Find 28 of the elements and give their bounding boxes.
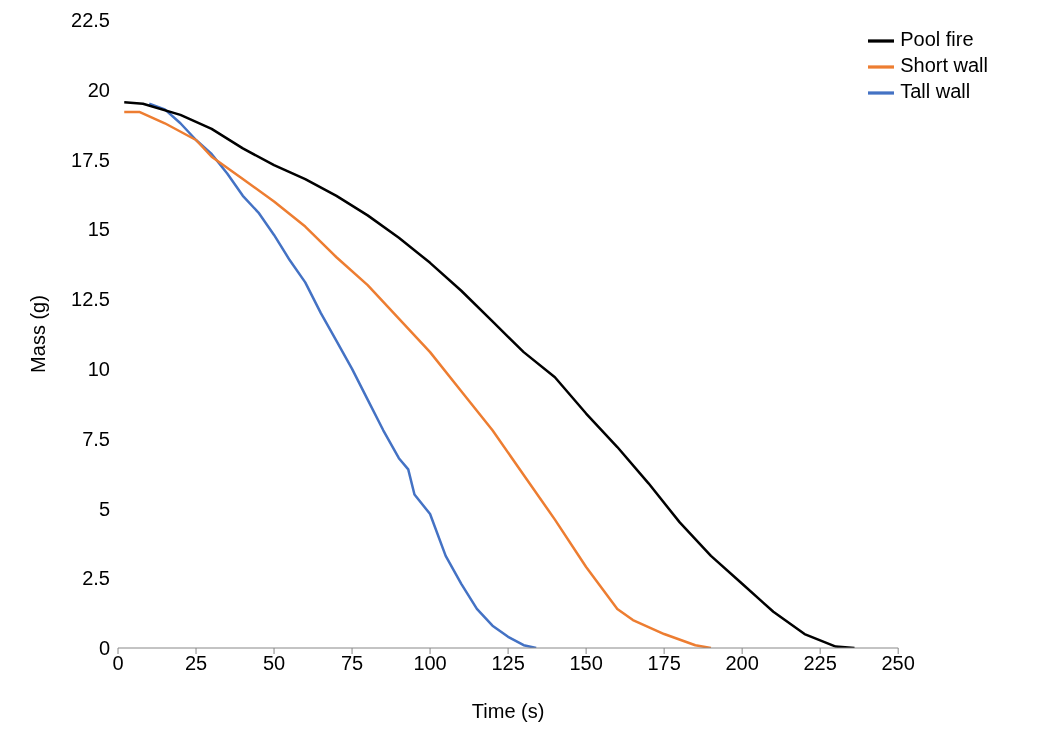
y-tick-label: 20 bbox=[87, 78, 110, 101]
y-tick-label: 2.5 bbox=[82, 567, 110, 590]
line-series bbox=[122, 110, 713, 648]
y-tick-label: 5 bbox=[98, 497, 110, 520]
x-tick-label: 75 bbox=[340, 652, 364, 675]
legend-label: Short wall bbox=[900, 54, 988, 77]
y-tick-label: 15 bbox=[87, 218, 110, 241]
x-tick-label: 150 bbox=[569, 652, 603, 675]
legend-label: Tall wall bbox=[900, 80, 971, 103]
x-tick-label: 175 bbox=[647, 652, 681, 675]
y-tick-label: 7.5 bbox=[82, 427, 110, 450]
x-tick-label: 125 bbox=[491, 652, 525, 675]
x-tick-label: 100 bbox=[413, 652, 447, 675]
y-tick-label: 0 bbox=[98, 637, 110, 660]
x-tick-label: 225 bbox=[803, 652, 837, 675]
y-tick-label: 10 bbox=[87, 357, 110, 380]
x-tick-label: 50 bbox=[262, 652, 286, 675]
x-axis-title: Time (s) bbox=[471, 700, 545, 722]
line-series bbox=[147, 102, 538, 648]
y-tick-label: 17.5 bbox=[71, 148, 110, 171]
legend-label: Pool fire bbox=[900, 28, 974, 51]
x-tick-label: 200 bbox=[725, 652, 759, 675]
x-tick-label: 250 bbox=[881, 652, 915, 675]
y-axis-title: Mass (g) bbox=[27, 295, 50, 373]
x-tick-label: 0 bbox=[112, 652, 124, 675]
y-tick-label: 12.5 bbox=[71, 288, 110, 311]
y-tick-label: 22.5 bbox=[71, 9, 110, 32]
x-tick-label: 25 bbox=[184, 652, 208, 675]
